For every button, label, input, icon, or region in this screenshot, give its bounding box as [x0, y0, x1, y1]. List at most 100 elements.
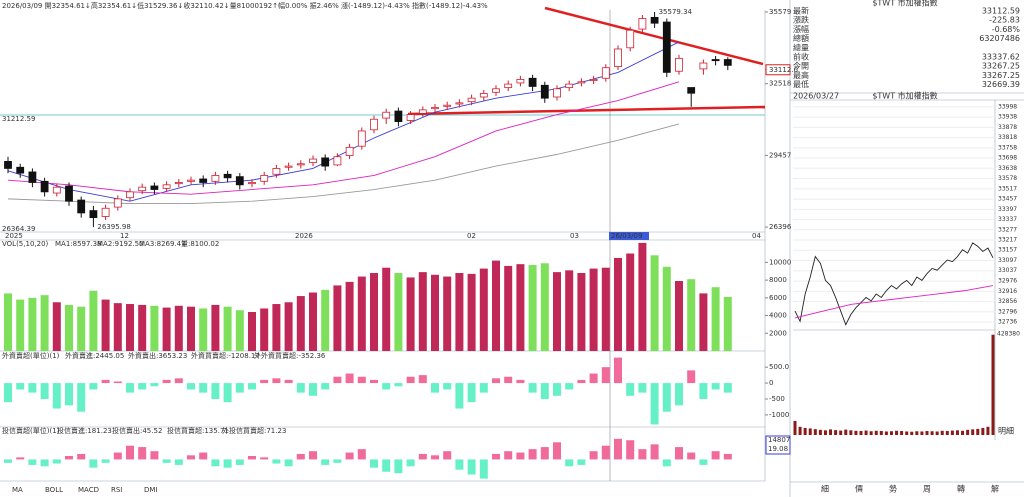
foreign-bar — [333, 376, 342, 384]
intraday-volume — [844, 429, 848, 435]
foreign-bar — [113, 381, 122, 384]
candle-body — [504, 83, 513, 89]
foreign-bar — [382, 383, 391, 390]
foreign-bar — [577, 379, 586, 384]
indicator-tab[interactable]: MA — [12, 486, 23, 494]
candle-body — [382, 111, 391, 119]
moving-average — [7, 81, 680, 195]
intraday-volume — [884, 431, 888, 435]
panel-label: 外資賣超(單位)(1) — [2, 351, 60, 360]
intraday-volume — [981, 427, 985, 435]
intraday-volume — [874, 430, 878, 435]
cursor-box — [609, 232, 649, 240]
foreign-bar — [260, 379, 269, 384]
foreign-bar — [126, 383, 134, 393]
panel-tab[interactable]: 價 — [855, 485, 863, 494]
volume-bar — [211, 304, 220, 351]
foreign-bar — [199, 383, 208, 393]
quote-value: 63207486 — [979, 34, 1020, 43]
support-line — [407, 105, 766, 116]
trust-bar — [614, 438, 622, 460]
foreign-bar — [418, 375, 427, 384]
trust-bar — [662, 459, 671, 467]
indicator-tab[interactable]: BOLL — [45, 486, 63, 494]
ma-label: MA1:8597.38 — [55, 240, 102, 248]
trust-bar — [162, 459, 171, 463]
trust-bar — [4, 459, 12, 463]
foreign-bar — [248, 383, 256, 390]
value-box — [765, 435, 791, 455]
volume-bar — [516, 264, 525, 351]
trust-bar — [65, 456, 73, 460]
candle-body — [370, 118, 378, 131]
volume-max: 428380 — [997, 331, 1020, 338]
panel-tab[interactable]: 周 — [923, 485, 931, 494]
intraday-average — [794, 285, 994, 319]
intraday-volume — [818, 429, 822, 435]
foreign-bar — [662, 383, 671, 412]
intraday-line — [794, 242, 994, 326]
volume-bar — [492, 260, 500, 351]
candle-body — [52, 186, 61, 194]
y-tick-label: 8000 — [769, 276, 787, 284]
panel-tab[interactable]: 細 — [821, 484, 829, 494]
intraday-volume — [798, 426, 802, 435]
candle-body — [687, 87, 696, 94]
trust-bar — [382, 459, 391, 472]
detail-label: 明細 — [998, 426, 1014, 436]
intraday-volume — [986, 426, 990, 435]
trust-bar — [418, 453, 427, 460]
foreign-bar — [492, 378, 500, 384]
candle-body — [248, 182, 256, 185]
foreign-bar — [675, 383, 683, 406]
y-tick-label: 32856 — [998, 298, 1017, 305]
indicator-tab[interactable]: DMI — [144, 486, 158, 494]
indicator-tab[interactable]: RSI — [111, 486, 122, 494]
intraday-volume — [925, 431, 929, 435]
volume-bar — [467, 273, 476, 351]
panel-tab[interactable]: 勢 — [889, 484, 897, 494]
y-tick-label: 33998 — [998, 103, 1017, 110]
panel-label: 外投信買賣超:71.23 — [222, 426, 286, 435]
trust-bar — [540, 447, 549, 460]
foreign-bar — [370, 379, 378, 384]
trust-bar — [138, 447, 147, 460]
candle-body — [577, 81, 586, 84]
panel-label: VOL(5,10,20) — [2, 240, 49, 248]
foreign-bar — [638, 383, 647, 393]
volume-bar — [16, 299, 25, 351]
intraday-volume — [950, 430, 954, 435]
indicator-tab[interactable]: MACD — [78, 486, 99, 494]
trust-bar — [467, 459, 476, 475]
volume-bar — [296, 296, 305, 351]
candle-body — [272, 168, 281, 175]
trust-bar — [345, 452, 354, 460]
trust-bar — [52, 459, 61, 464]
trust-bar — [565, 459, 574, 467]
trust-bar — [528, 449, 537, 460]
trust-bar — [675, 447, 683, 460]
foreign-bar — [467, 383, 476, 403]
volume-bar — [528, 265, 537, 351]
intraday-volume — [971, 429, 975, 435]
quote-value: 32669.39 — [982, 80, 1020, 89]
intraday-volume — [910, 431, 914, 435]
trust-bar — [309, 451, 317, 460]
quote-value: -225.83 — [989, 16, 1020, 25]
trust-bar — [40, 459, 49, 467]
panel-tab[interactable]: 解 — [991, 484, 999, 494]
panel-label: 投信賣出:45.52 — [112, 426, 162, 435]
candle-body — [711, 59, 720, 62]
candle-body — [418, 109, 427, 114]
foreign-bar — [272, 378, 281, 384]
intraday-volume — [976, 428, 980, 435]
foreign-bar — [16, 383, 25, 390]
foreign-bar — [345, 373, 354, 384]
intraday-volume — [829, 429, 833, 435]
date-label: 2026 — [295, 232, 313, 240]
intraday-volume — [839, 430, 843, 435]
panel-tab[interactable]: 轉 — [957, 484, 965, 494]
candle-body — [309, 158, 317, 163]
trust-bar — [638, 449, 647, 460]
volume-bar — [711, 287, 720, 351]
